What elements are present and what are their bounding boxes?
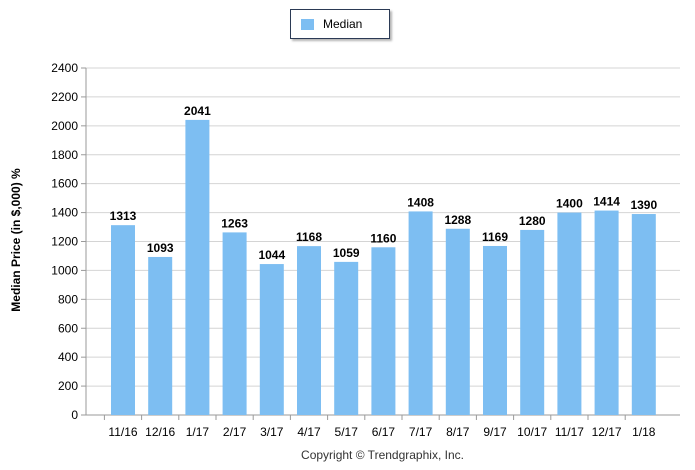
x-tick-label: 12/17 [592,425,622,439]
x-tick-label: 10/17 [517,425,547,439]
bar [408,211,433,415]
bars [111,119,656,415]
data-label: 1044 [258,248,285,262]
legend-swatch [301,19,314,30]
y-axis-label: Median Price (in $,000) % [9,168,23,312]
data-label: 1280 [519,214,546,228]
y-tick-label: 1400 [51,206,78,220]
x-tick-label: 11/17 [555,425,584,439]
bar [222,232,247,415]
x-tick-label: 1/18 [632,425,656,439]
bar [483,245,507,415]
y-tick-label: 800 [58,292,78,306]
y-tick-label: 1800 [51,148,78,162]
x-tick-label: 6/17 [372,425,396,439]
data-label: 1414 [593,195,620,209]
data-label: 1263 [221,216,248,230]
bar [111,225,135,415]
bar [594,210,619,415]
y-tick-label: 200 [58,379,78,393]
data-labels: 1313 1093 2041 1263 1044 1168 1059 1160 1408 1288… [110,104,658,262]
data-label: 2041 [184,104,211,118]
y-tick-label: 0 [71,408,78,422]
x-tick-label: 7/17 [409,425,433,439]
y-tick-label: 2000 [51,119,78,133]
bar [371,247,396,415]
bar [259,264,284,415]
bar [297,246,321,415]
data-label: 1169 [482,230,508,244]
y-tick-label: 2200 [51,90,78,104]
data-label: 1400 [556,197,583,211]
x-tick-label: 2/17 [223,425,247,439]
data-label: 1168 [296,230,322,244]
data-label: 1408 [407,195,434,209]
y-tick-label: 1200 [51,235,78,249]
x-tick-label: 9/17 [483,425,507,439]
bar [185,119,210,415]
bar [520,229,545,415]
data-label: 1160 [370,231,396,245]
data-label: 1059 [333,246,360,260]
bar [557,212,582,415]
x-tick-label: 4/17 [297,425,321,439]
y-tick-label: 400 [58,350,78,364]
x-axis-ticks: 11/16 12/16 1/17 2/17 3/17 4/17 5/17 6/17 7/17 8/… [103,415,656,439]
bar [148,256,173,415]
x-tick-label: 11/16 [108,425,137,439]
x-tick-label: 3/17 [260,425,284,439]
bar [631,214,656,415]
legend-label: Median [323,17,363,31]
x-tick-label: 12/16 [145,425,175,439]
data-label: 1288 [444,213,471,227]
bar [334,261,359,415]
x-tick-label: 8/17 [446,425,470,439]
data-label: 1313 [110,209,137,223]
y-tick-label: 600 [58,321,78,335]
bar [445,228,470,415]
data-label: 1093 [147,241,174,255]
y-tick-label: 2400 [51,61,78,75]
x-tick-label: 1/17 [186,425,210,439]
y-tick-label: 1000 [51,263,78,277]
x-tick-label: 5/17 [335,425,359,439]
y-tick-label: 1600 [51,177,78,191]
legend: Median [290,9,390,39]
y-axis-ticks: 0 200 400 600 800 1000 1200 1400 1600 1800 2000 220… [51,61,78,422]
copyright-footer: Copyright © Trendgraphix, Inc. [301,448,464,462]
data-label: 1390 [630,198,657,212]
